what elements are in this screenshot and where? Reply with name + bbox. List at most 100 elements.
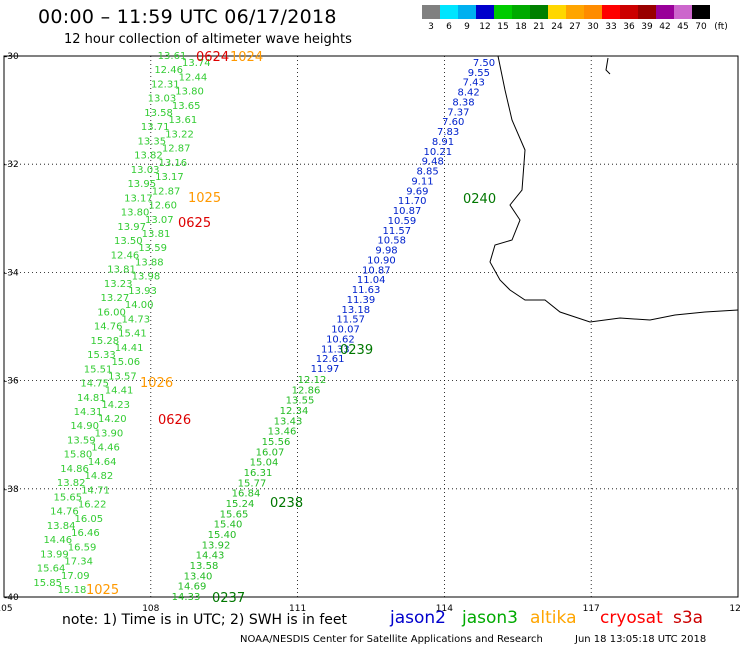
west-track-swh-value: 12.87	[152, 186, 181, 197]
legend-swatch	[512, 5, 530, 19]
lon-tick-label: 120	[729, 604, 740, 614]
west-track-swh-value: 15.18	[58, 585, 87, 596]
west-track-swh-value: 12.31	[151, 79, 180, 90]
jason2-swh-value: 9.11	[411, 176, 433, 187]
sat-label-jason2: jason2	[390, 608, 446, 628]
legend-swatch	[602, 5, 620, 19]
jason2-swh-value: 11.63	[352, 285, 381, 296]
west-track-swh-value: 14.23	[101, 400, 130, 411]
west-track-swh-value: 14.00	[125, 300, 154, 311]
west-track-swh-value: 12.44	[179, 72, 208, 83]
west-track-swh-value: 13.07	[145, 215, 174, 226]
time-label: 0625	[178, 216, 211, 231]
time-label: 0624	[196, 50, 229, 65]
legend-swatch	[458, 5, 476, 19]
west-track-swh-value: 16.05	[74, 514, 103, 525]
west-track-swh-value: 12.46	[111, 250, 140, 261]
west-track-swh-value: 12.60	[148, 201, 177, 212]
jason2-swh-value: 11.04	[357, 275, 386, 286]
jason2-swh-value: 8.91	[432, 137, 454, 148]
west-track-swh-value: 13.82	[57, 478, 86, 489]
jason2-swh-value: 10.59	[388, 216, 417, 227]
jason2-swh-value: 9.69	[406, 186, 428, 197]
map-frame	[3, 55, 739, 598]
west-track-swh-value: 13.27	[101, 293, 130, 304]
coastline-path	[489, 55, 739, 323]
lon-tick-label: 114	[436, 604, 453, 614]
lat-tick-label: -32	[4, 160, 19, 170]
west-track-swh-value: 13.03	[131, 165, 160, 176]
jason2-swh-value: 11.57	[336, 315, 365, 326]
map-subtitle: 12 hour collection of altimeter wave hei…	[64, 32, 352, 47]
west-track-swh-value: 13.65	[172, 101, 201, 112]
lon-tick-label: 111	[289, 604, 306, 614]
time-label: 0240	[463, 192, 496, 207]
time-label: 1025	[188, 191, 221, 206]
west-track-swh-value: 13.97	[117, 222, 146, 233]
west-track-swh-value: 13.17	[124, 193, 153, 204]
west-track-swh-value: 13.61	[169, 115, 198, 126]
west-track-swh-value: 12.46	[154, 65, 183, 76]
jason3-swh-value: 13.58	[190, 561, 219, 572]
lon-tick-label: 117	[583, 604, 600, 614]
west-track-swh-value: 13.93	[128, 286, 157, 297]
legend-swatch	[566, 5, 584, 19]
jason2-swh-value: 10.58	[377, 236, 406, 247]
jason2-swh-value: 10.21	[424, 147, 453, 158]
sat-label-jason3: jason3	[462, 608, 518, 628]
jason2-swh-value: 10.87	[362, 265, 391, 276]
legend-swatch	[422, 5, 440, 19]
jason2-swh-value: 11.97	[311, 364, 340, 375]
color-legend	[422, 5, 710, 19]
west-track-swh-value: 13.71	[141, 122, 170, 133]
legend-label: 6	[446, 22, 452, 32]
jason3-swh-value: 13.40	[184, 571, 213, 582]
west-track-swh-value: 14.86	[60, 464, 89, 475]
jason2-swh-value: 10.62	[326, 334, 355, 345]
west-track-swh-value: 13.17	[155, 172, 184, 183]
lon-tick-label: 108	[142, 604, 159, 614]
footer-note: note: 1) Time is in UTC; 2) SWH is in fe…	[62, 612, 348, 628]
legend-swatch	[440, 5, 458, 19]
legend-label: 18	[515, 22, 527, 32]
west-track-swh-value: 13.03	[148, 94, 177, 105]
west-track-swh-value: 13.80	[175, 87, 204, 98]
legend-label: 39	[641, 22, 653, 32]
legend-label: 30	[587, 22, 599, 32]
legend-swatch	[638, 5, 656, 19]
legend-label: 42	[659, 22, 671, 32]
jason3-swh-value: 15.77	[238, 478, 267, 489]
west-track-swh-value: 15.51	[84, 364, 113, 375]
time-label: 0237	[212, 591, 245, 606]
west-track-swh-value: 14.41	[105, 386, 134, 397]
time-label: 1025	[86, 583, 119, 598]
west-track-swh-value: 15.85	[33, 578, 62, 589]
jason2-swh-value: 8.42	[457, 88, 479, 99]
legend-label: 12	[479, 22, 491, 32]
west-track-swh-value: 14.81	[77, 393, 106, 404]
jason2-swh-value: 9.55	[468, 68, 490, 79]
jason2-swh-value: 7.50	[473, 58, 495, 69]
jason3-swh-value: 15.40	[208, 530, 237, 541]
jason3-swh-value: 16.31	[244, 468, 273, 479]
legend-swatch	[494, 5, 512, 19]
timestamp-text: Jun 18 13:05:18 UTC 2018	[575, 634, 707, 645]
west-track-swh-value: 14.73	[122, 314, 151, 325]
west-track-swh-value: 14.82	[85, 471, 114, 482]
west-track-swh-value: 17.34	[64, 557, 93, 568]
legend-label: 70	[695, 22, 707, 32]
west-track-swh-value: 14.20	[98, 414, 127, 425]
west-track-swh-value: 13.23	[104, 279, 133, 290]
jason2-swh-value: 7.43	[463, 78, 485, 89]
legend-swatch	[674, 5, 692, 19]
west-track-swh-value: 14.76	[94, 322, 123, 333]
color-legend-labels: 3 6 9 12 15 18 21 24 27 30 33 36 39 42 45 70 (ft)	[422, 22, 732, 32]
credit-text: NOAA/NESDIS Center for Satellite Applica…	[240, 634, 543, 645]
time-label: 0626	[158, 413, 191, 428]
jason2-swh-value: 11.70	[398, 196, 427, 207]
legend-swatch	[692, 5, 710, 19]
west-track-swh-value: 15.65	[54, 492, 83, 503]
west-track-swh-value: 13.98	[132, 272, 161, 283]
west-track-swh-value: 13.81	[107, 265, 136, 276]
